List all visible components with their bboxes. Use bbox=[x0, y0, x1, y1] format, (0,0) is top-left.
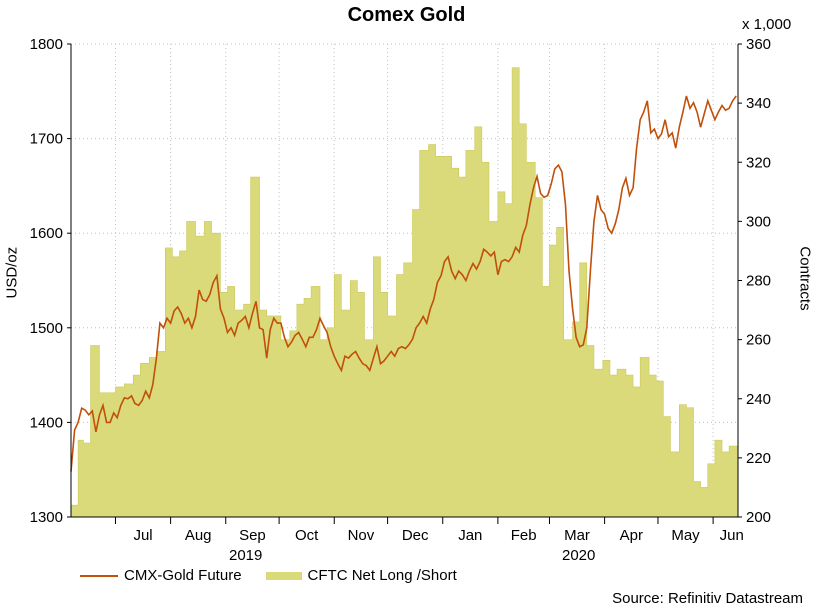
y-right-tick-label-280: 280 bbox=[746, 273, 771, 290]
y-right-tick-label-260: 260 bbox=[746, 332, 771, 349]
y-left-tick-label-1300: 1300 bbox=[30, 509, 63, 526]
y-left-tick-label-1800: 1800 bbox=[30, 36, 63, 53]
cftc-area bbox=[70, 67, 739, 518]
y-right-tick-label-340: 340 bbox=[746, 95, 771, 112]
y-right-tick-label-240: 240 bbox=[746, 391, 771, 408]
month-label-dec: Dec bbox=[402, 527, 429, 544]
month-label-aug: Aug bbox=[185, 527, 212, 544]
legend-item-cftc: CFTC Net Long /Short bbox=[265, 567, 457, 584]
month-label-may: May bbox=[671, 527, 700, 544]
y-right-tick-label-320: 320 bbox=[746, 154, 771, 171]
gold-series-line bbox=[70, 95, 737, 472]
month-label-jun: Jun bbox=[720, 527, 744, 544]
year-label-2020: 2020 bbox=[562, 547, 596, 564]
cftc-series-area bbox=[70, 67, 739, 518]
month-label-jan: Jan bbox=[458, 527, 482, 544]
chart-title: Comex Gold bbox=[347, 4, 466, 26]
legend: CMX-Gold Future CFTC Net Long /Short bbox=[80, 567, 481, 584]
year-label-2019: 2019 bbox=[229, 547, 263, 564]
y-left-tick-label-1700: 1700 bbox=[30, 131, 63, 148]
y-axis-right-ticks: 200 220 240 260 280 300 320 340 360 bbox=[738, 36, 771, 526]
y-right-tick-label-200: 200 bbox=[746, 509, 771, 526]
month-label-sep: Sep bbox=[239, 527, 266, 544]
month-label-feb: Feb bbox=[511, 527, 537, 544]
x-axis-ticks: Jul Aug Sep Oct Nov Dec Jan Feb Mar Apr May Jun bbox=[114, 517, 744, 544]
legend-swatch-gold bbox=[80, 574, 118, 577]
legend-item-gold: CMX-Gold Future bbox=[80, 567, 242, 584]
legend-label-cftc: CFTC Net Long /Short bbox=[307, 567, 457, 584]
y-right-tick-label-300: 300 bbox=[746, 213, 771, 230]
gold-line bbox=[70, 95, 737, 472]
legend-swatch-cftc bbox=[265, 571, 302, 580]
y-left-tick-label-1400: 1400 bbox=[30, 414, 63, 431]
y-axis-left-ticks: 1300 1400 1500 1600 1700 1800 bbox=[30, 36, 71, 526]
y-axis-right-label: Contracts bbox=[796, 246, 813, 311]
y-right-tick-label-220: 220 bbox=[746, 450, 771, 467]
month-label-nov: Nov bbox=[348, 527, 375, 544]
y-left-tick-label-1500: 1500 bbox=[30, 320, 63, 337]
month-label-jul: Jul bbox=[133, 527, 152, 544]
y-right-tick-label-360: 360 bbox=[746, 36, 771, 53]
y-left-tick-label-1600: 1600 bbox=[30, 225, 63, 242]
month-label-mar: Mar bbox=[564, 527, 590, 544]
legend-label-gold: CMX-Gold Future bbox=[124, 567, 242, 584]
month-label-apr: Apr bbox=[620, 527, 643, 544]
unit-label: x 1,000 bbox=[742, 16, 792, 33]
month-label-oct: Oct bbox=[295, 527, 319, 544]
source-note: Source: Refinitiv Datastream bbox=[612, 590, 803, 607]
y-axis-left-label: USD/oz bbox=[3, 246, 21, 299]
